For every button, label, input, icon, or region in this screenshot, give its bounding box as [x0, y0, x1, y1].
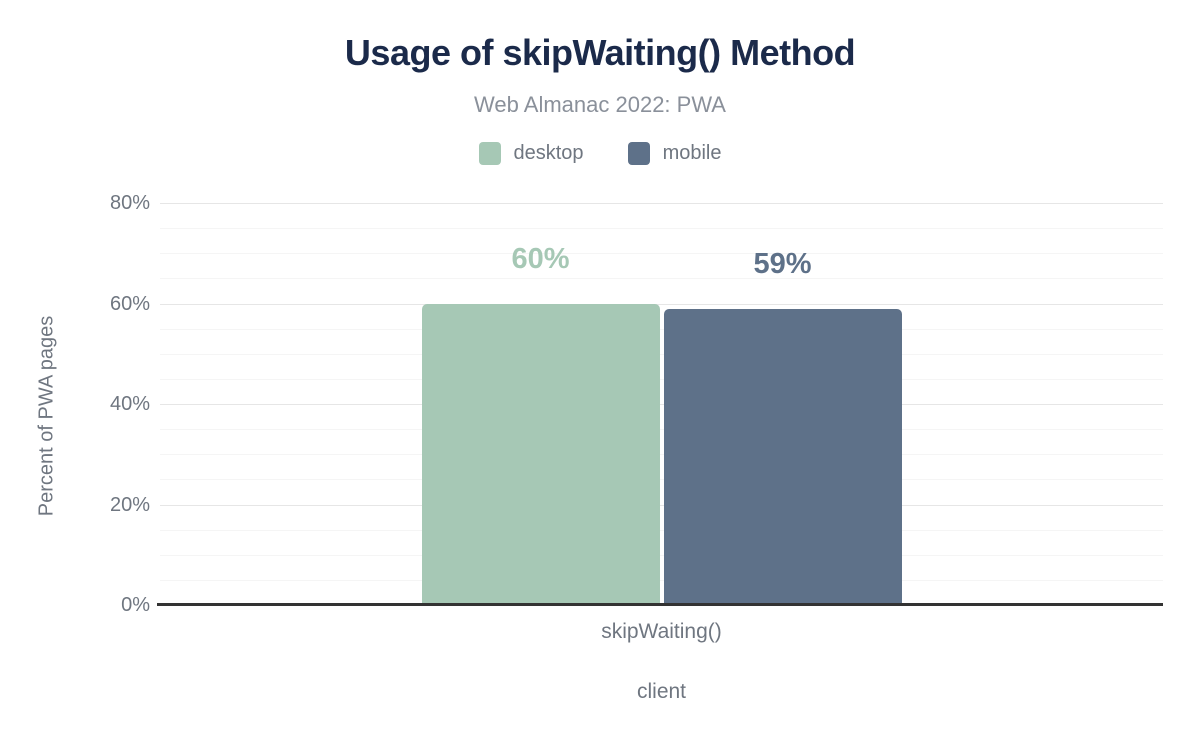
- gridline-minor: [160, 529, 1163, 531]
- y-tick-label: 0%: [121, 594, 150, 616]
- legend-swatch-desktop: [478, 142, 501, 165]
- y-tick-label: 80%: [109, 192, 150, 214]
- legend-item-mobile[interactable]: mobile: [627, 142, 722, 165]
- page-title: Usage of skipWaiting() Method: [344, 32, 856, 73]
- legend: desktop mobile: [0, 142, 1200, 165]
- legend-label: desktop: [513, 142, 584, 164]
- gridline-major: [160, 203, 1163, 204]
- legend-item-desktop[interactable]: desktop: [478, 142, 584, 165]
- gridline-minor: [160, 378, 1163, 380]
- bar-mobile[interactable]: [663, 308, 902, 605]
- x-tick-label: skipWaiting(): [601, 620, 722, 643]
- x-axis-title: client: [636, 680, 687, 703]
- y-tick-label: 40%: [109, 393, 150, 415]
- gridline-minor: [160, 479, 1163, 481]
- legend-swatch-mobile: [627, 142, 650, 165]
- gridline-minor: [160, 429, 1163, 431]
- gridline-minor: [160, 228, 1163, 230]
- y-axis-title: Percent of PWA pages: [35, 315, 58, 517]
- y-tick-label: 20%: [109, 493, 150, 516]
- gridline-major: [160, 303, 1163, 305]
- chart-subtitle: Web Almanac 2022: PWA: [474, 92, 726, 117]
- gridline-minor: [160, 328, 1163, 330]
- gridline-major: [160, 404, 1163, 405]
- gridline-minor: [160, 353, 1163, 355]
- legend-label: mobile: [662, 142, 722, 164]
- gridline-minor: [160, 579, 1163, 581]
- gridline-minor: [160, 454, 1163, 456]
- gridline-major: [160, 504, 1163, 506]
- gridline-minor: [160, 278, 1163, 280]
- gridline-minor: [160, 253, 1163, 255]
- y-tick-label: 60%: [109, 292, 150, 315]
- plot-area: 60% 59%: [157, 203, 1163, 606]
- bar-desktop[interactable]: [421, 303, 660, 605]
- bar-value-label-desktop: 60%: [511, 242, 570, 275]
- x-axis-line: [157, 603, 1163, 606]
- bar-value-label-mobile: 59%: [753, 247, 812, 280]
- gridline-minor: [160, 554, 1163, 556]
